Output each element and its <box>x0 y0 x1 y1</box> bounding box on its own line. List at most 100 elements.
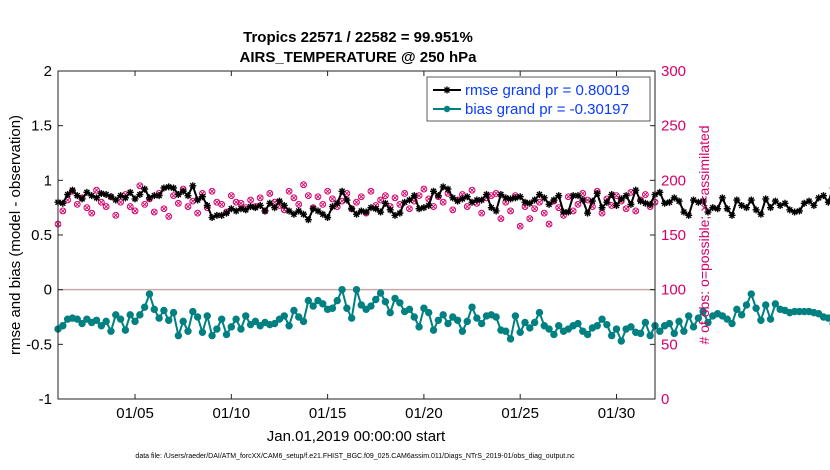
obs-assimilated-cross <box>257 195 263 201</box>
obs-possible-circle <box>497 215 505 223</box>
rmse-point <box>439 183 447 191</box>
obs-possible-circle <box>304 192 312 200</box>
obs-possible-circle <box>102 203 110 210</box>
bias-point <box>516 328 524 337</box>
obs-count-marker <box>377 196 384 204</box>
obs-assimilated-cross <box>498 216 504 221</box>
legend-box <box>426 76 651 122</box>
obs-count-marker <box>401 190 409 197</box>
plot-area <box>58 71 655 399</box>
rmse-point <box>131 195 139 203</box>
bias-point <box>396 299 404 307</box>
rmse-point <box>223 209 231 217</box>
rmse-point <box>767 204 775 212</box>
rmse-point <box>348 205 356 213</box>
bias-point <box>227 323 236 331</box>
rmse-point <box>800 199 808 207</box>
bias-point <box>680 327 688 335</box>
bias-point <box>376 289 385 297</box>
obs-possible-circle <box>59 207 67 215</box>
bias-point <box>217 315 226 323</box>
obs-possible-circle <box>83 204 91 212</box>
obs-count-marker <box>574 200 582 208</box>
rmse-point <box>126 188 134 196</box>
bias-point <box>116 315 125 323</box>
bias-point <box>299 317 308 326</box>
obs-assimilated-cross <box>325 188 330 194</box>
obs-assimilated-cross <box>132 208 138 214</box>
bias-point <box>140 303 149 311</box>
rmse-point <box>468 198 476 206</box>
obs-possible-circle <box>468 186 476 194</box>
rmse-point <box>83 188 91 196</box>
rmse-point <box>324 214 332 222</box>
rmse-point <box>300 210 308 218</box>
obs-possible-circle <box>545 220 553 228</box>
bias-point <box>733 305 741 314</box>
bias-point <box>439 311 447 319</box>
bias-point <box>155 314 163 322</box>
bias-point <box>285 322 293 330</box>
obs-count-marker <box>420 185 428 193</box>
legend-marker-rmse <box>443 86 451 94</box>
obs-assimilated-cross <box>503 199 509 205</box>
rmse-point <box>531 196 539 204</box>
obs-possible-circle <box>531 205 539 213</box>
y-right-tick-label: 250 <box>661 118 686 135</box>
title-line-1: Tropics 22571 / 22582 = 99.951% <box>243 29 473 46</box>
rmse-point <box>704 208 712 216</box>
y-tick-label: -0.5 <box>26 336 52 353</box>
obs-count-marker <box>136 182 144 190</box>
obs-possible-circle <box>401 190 409 197</box>
obs-assimilated-cross <box>84 205 90 210</box>
obs-assimilated-cross <box>296 202 302 207</box>
rmse-point <box>179 187 187 195</box>
obs-assimilated-cross <box>609 203 614 208</box>
obs-possible-circle <box>97 198 105 206</box>
obs-count-marker <box>545 220 553 228</box>
obs-possible-circle <box>131 207 139 215</box>
obs-possible-circle <box>73 200 81 208</box>
obs-assimilated-cross <box>633 208 639 214</box>
obs-assimilated-cross <box>623 206 629 212</box>
bias-point <box>757 316 765 324</box>
rmse-point <box>675 197 683 205</box>
bias-point <box>463 317 471 326</box>
obs-possible-circle <box>227 192 235 200</box>
rmse-point <box>343 196 351 204</box>
rmse-point <box>810 201 818 209</box>
obs-count-marker <box>497 215 505 223</box>
obs-assimilated-cross <box>354 199 359 205</box>
rmse-point <box>824 198 830 206</box>
bias-point <box>131 317 139 326</box>
obs-count-marker <box>83 204 91 212</box>
rmse-point <box>275 197 283 205</box>
bias-point <box>405 305 414 314</box>
obs-possible-circle <box>256 194 264 202</box>
obs-assimilated-cross <box>556 205 562 210</box>
bias-point <box>617 337 625 345</box>
obs-assimilated-cross <box>479 210 484 216</box>
obs-count-marker <box>449 206 457 214</box>
obs-assimilated-cross <box>315 194 321 200</box>
rmse-point <box>405 196 413 204</box>
obs-assimilated-cross <box>628 190 634 195</box>
rmse-point <box>203 201 211 209</box>
obs-count-marker <box>463 203 471 210</box>
obs-assimilated-cross <box>320 202 326 207</box>
obs-assimilated-cross <box>103 204 109 209</box>
obs-possible-circle <box>540 209 548 217</box>
rmse-point <box>718 194 726 202</box>
bias-point <box>126 311 134 319</box>
obs-possible-circle <box>420 185 428 193</box>
bias-point <box>675 317 683 326</box>
obs-possible-circle <box>357 193 365 201</box>
obs-count-marker <box>126 203 134 210</box>
rmse-point <box>482 191 490 199</box>
obs-count-marker <box>381 192 389 200</box>
rmse-point <box>786 206 794 214</box>
bias-point <box>189 307 197 316</box>
obs-assimilated-cross <box>306 193 311 198</box>
bias-point <box>295 313 303 321</box>
